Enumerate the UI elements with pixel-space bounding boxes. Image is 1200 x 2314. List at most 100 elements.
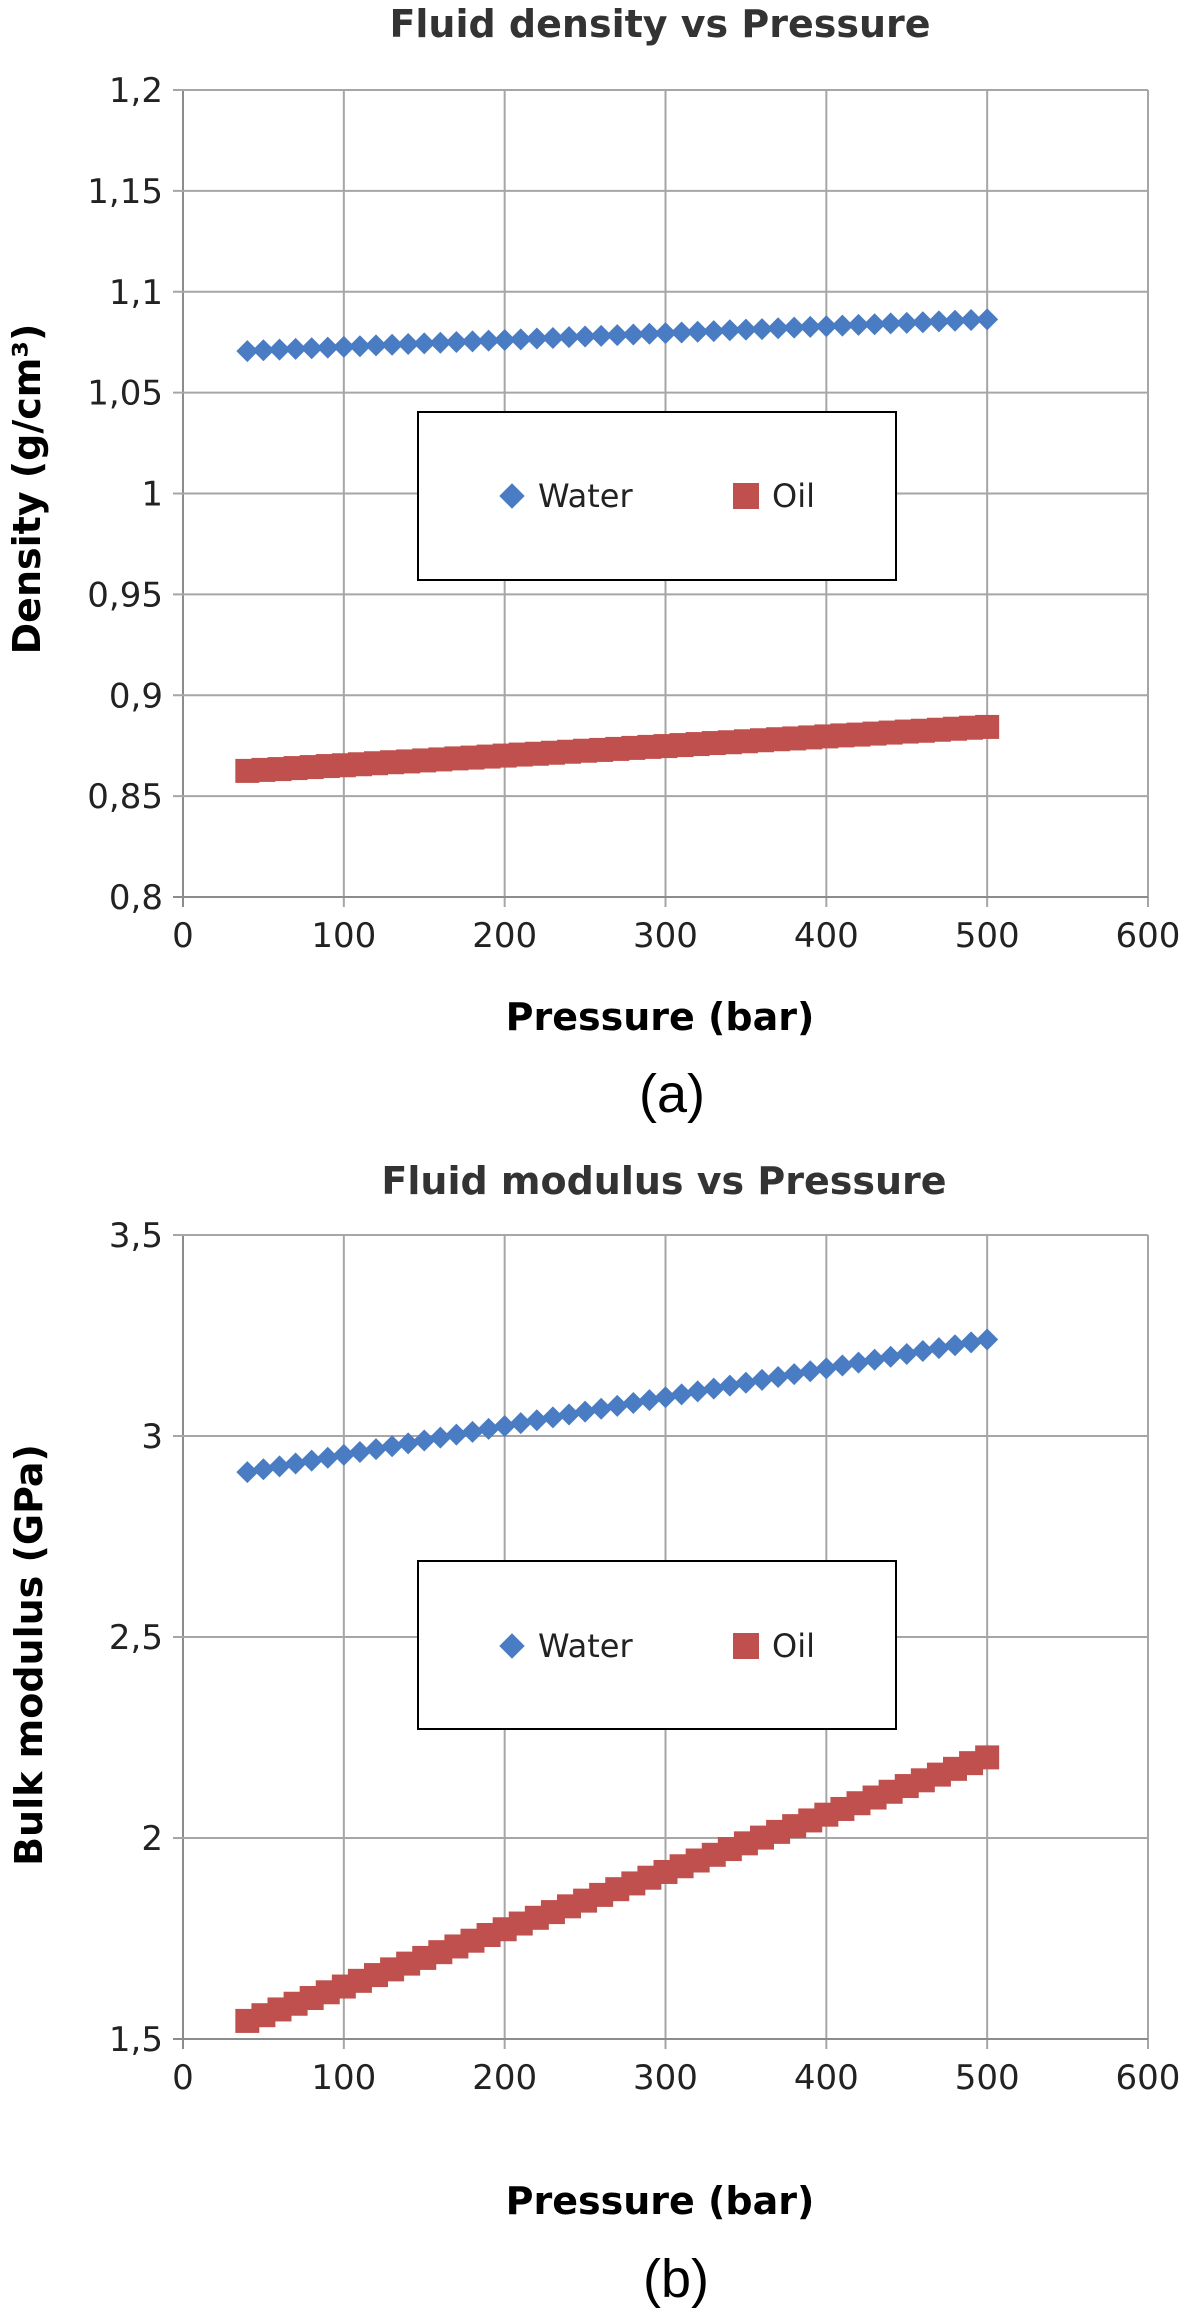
water-point: [702, 1377, 725, 1400]
water-point: [558, 1403, 580, 1426]
grid: [173, 1234, 1149, 2049]
y-tick-label: 1,05: [87, 374, 163, 414]
water-point: [654, 322, 677, 345]
water-point: [767, 1366, 790, 1389]
y-tick-label: 1,2: [109, 71, 163, 111]
legend: Water Oil: [417, 1560, 897, 1730]
water-point: [686, 320, 709, 343]
water-point: [686, 1380, 709, 1403]
y-tick-label: 0,8: [109, 878, 163, 918]
water-point: [718, 1374, 741, 1397]
water-point: [718, 319, 741, 342]
water-point: [365, 1438, 387, 1461]
water-point: [300, 337, 323, 360]
water-point: [622, 1391, 645, 1414]
water-point: [799, 1360, 822, 1383]
water-point: [911, 1340, 934, 1363]
water-point: [895, 311, 918, 334]
water-point: [831, 1354, 854, 1377]
water-point: [574, 325, 597, 348]
panel-label: (a): [639, 1064, 705, 1124]
water-point: [606, 324, 629, 347]
water-point: [558, 326, 580, 349]
water-point: [927, 310, 950, 333]
water-point: [574, 1400, 597, 1423]
water-point: [751, 1368, 773, 1391]
legend-oil-label: Oil: [772, 477, 815, 515]
water-point: [911, 311, 934, 334]
water-point: [477, 1417, 500, 1440]
legend-box: [417, 1560, 897, 1730]
water-point: [236, 340, 259, 363]
water-point: [541, 326, 564, 349]
water-point: [767, 317, 790, 340]
water-point: [702, 320, 725, 343]
water-point: [429, 1426, 452, 1449]
water-point: [525, 327, 548, 350]
water-point: [622, 323, 645, 346]
water-point: [397, 333, 420, 356]
water-point: [365, 334, 387, 357]
legend-water-marker: [499, 483, 525, 509]
water-point: [831, 314, 854, 337]
water-point: [316, 336, 339, 359]
water-point: [445, 330, 468, 353]
water-point: [332, 1443, 355, 1466]
density-chart: Fluid density vs Pressure 0,8 0,85 0,9 0,95…: [5, 2, 1180, 1124]
water-point: [847, 313, 870, 336]
water-point: [944, 309, 966, 332]
y-tick-label: 1: [141, 475, 163, 515]
panel-label: (b): [643, 2249, 709, 2309]
water-point: [445, 1423, 468, 1446]
oil-point: [975, 1745, 1000, 1770]
legend-water-label: Water: [538, 477, 633, 515]
water-point: [783, 1363, 806, 1386]
y-tick-label: 3: [141, 1417, 163, 1457]
oil-point: [975, 714, 1000, 739]
water-point: [525, 1409, 548, 1432]
x-tick-labels: 0 100 200 300 400 500 600: [172, 916, 1180, 956]
y-axis-label: Density (g/cm³): [5, 324, 49, 655]
series-water: [236, 308, 999, 363]
y-tick-label: 1,15: [87, 172, 163, 212]
x-tick-label: 0: [172, 2058, 194, 2098]
y-tick-label: 2: [141, 1819, 163, 1859]
legend-oil-marker: [733, 483, 759, 509]
water-point: [236, 1461, 259, 1484]
water-point: [397, 1432, 420, 1455]
x-tick-label: 400: [794, 2058, 859, 2098]
water-point: [879, 1345, 902, 1368]
x-tick-label: 100: [311, 2058, 376, 2098]
water-point: [348, 335, 371, 358]
x-tick-label: 500: [955, 916, 1020, 956]
y-tick-label: 2,5: [109, 1618, 163, 1658]
x-tick-label: 500: [955, 2058, 1020, 2098]
water-point: [413, 1429, 436, 1452]
water-point: [927, 1337, 950, 1360]
y-tick-labels: 0,8 0,85 0,9 0,95 1 1,05 1,1 1,15 1,2: [87, 71, 163, 918]
water-point: [429, 331, 452, 354]
water-point: [815, 315, 838, 338]
y-tick-label: 0,85: [87, 777, 163, 817]
chart-title: Fluid density vs Pressure: [389, 2, 930, 46]
x-tick-label: 200: [472, 916, 537, 956]
water-point: [654, 1386, 677, 1409]
y-tick-label: 0,95: [87, 575, 163, 615]
water-point: [493, 1415, 516, 1438]
water-point: [348, 1440, 371, 1463]
water-point: [509, 1412, 532, 1435]
water-point: [541, 1406, 564, 1429]
water-point: [461, 330, 484, 353]
x-axis-label: Pressure (bar): [506, 995, 815, 1039]
water-point: [670, 321, 693, 344]
water-point: [734, 1371, 757, 1394]
water-point: [252, 1458, 275, 1481]
series-water: [236, 1328, 999, 1484]
water-point: [670, 1383, 693, 1406]
x-tick-label: 0: [172, 916, 194, 956]
water-point: [815, 1357, 838, 1380]
water-point: [381, 1435, 404, 1458]
water-point: [477, 329, 500, 352]
x-axis-label: Pressure (bar): [506, 2179, 815, 2223]
